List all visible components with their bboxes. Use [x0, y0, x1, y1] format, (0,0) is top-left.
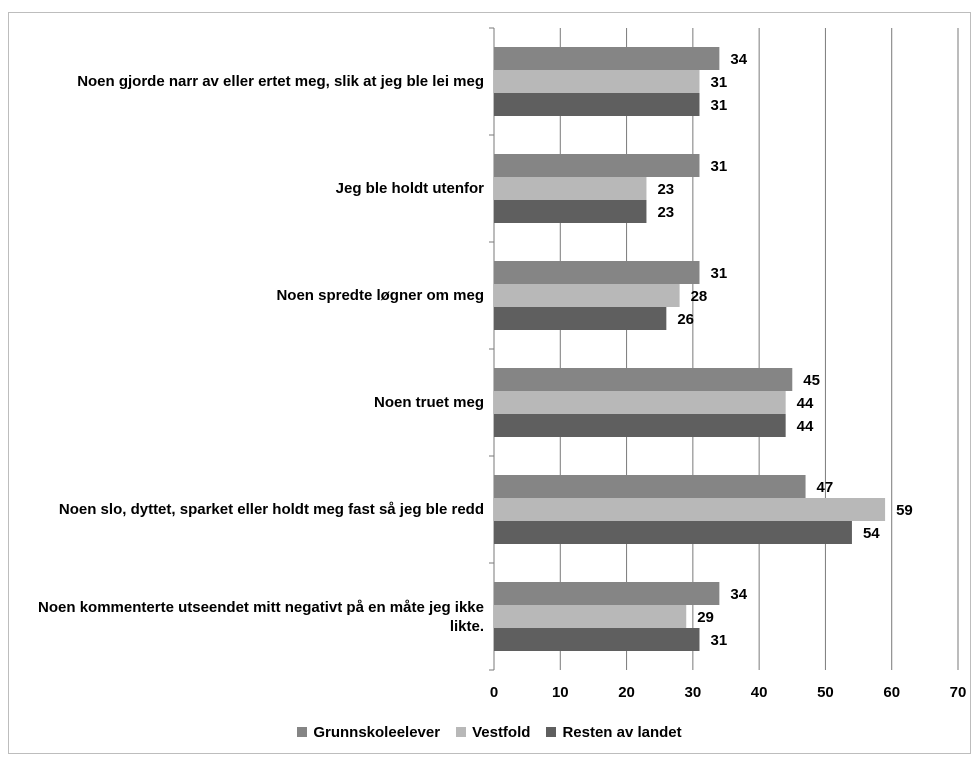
x-tick-label: 10 [552, 684, 569, 701]
data-label: 29 [697, 609, 714, 626]
legend-swatch [546, 727, 557, 737]
bar [494, 521, 852, 544]
chart-frame [8, 12, 971, 754]
data-label: 28 [691, 288, 708, 305]
bar [494, 307, 667, 330]
legend: Grunnskoleelever Vestfold Resten av landet [0, 724, 979, 741]
bar [494, 414, 786, 437]
x-tick-label: 20 [618, 684, 635, 701]
data-label: 47 [817, 479, 834, 496]
data-label: 31 [710, 632, 727, 649]
x-tick-label: 50 [817, 684, 834, 701]
category-label: Noen truet meg [373, 394, 484, 411]
x-tick-label: 40 [751, 684, 768, 701]
x-tick-label: 60 [883, 684, 900, 701]
data-label: 44 [797, 395, 814, 412]
x-tick-label: 0 [490, 684, 498, 701]
bar [494, 368, 793, 391]
legend-swatch [456, 727, 467, 737]
data-label: 23 [657, 181, 674, 198]
legend-item: Vestfold [456, 724, 530, 741]
bar [494, 47, 720, 70]
bar [494, 70, 700, 93]
legend-item: Resten av landet [546, 724, 682, 741]
category-label: Noen spredte løgner om meg [276, 287, 484, 304]
data-label: 45 [803, 372, 820, 389]
x-tick-label: 30 [685, 684, 702, 701]
bar [494, 582, 720, 605]
bar [494, 475, 806, 498]
legend-label: Vestfold [472, 724, 531, 741]
bar [494, 605, 687, 628]
data-label: 31 [710, 97, 727, 114]
data-label: 31 [710, 158, 727, 175]
data-label: 54 [863, 525, 880, 542]
data-label: 31 [710, 265, 727, 282]
bar [494, 261, 700, 284]
data-label: 26 [677, 311, 694, 328]
data-label: 44 [797, 418, 814, 435]
bar [494, 628, 700, 651]
bar [494, 391, 786, 414]
bar [494, 154, 700, 177]
data-label: 34 [730, 586, 747, 603]
bar [494, 200, 647, 223]
bar [494, 177, 647, 200]
category-label: Noen slo, dyttet, sparket eller holdt me… [58, 501, 484, 518]
category-label: Noen gjorde narr av eller ertet meg, sli… [77, 73, 484, 90]
bar [494, 93, 700, 116]
data-label: 34 [730, 51, 747, 68]
data-label: 59 [896, 502, 913, 519]
legend-label: Grunnskoleelever [313, 724, 441, 741]
data-label: 31 [710, 74, 727, 91]
legend-item: Grunnskoleelever [297, 724, 440, 741]
legend-swatch [297, 727, 308, 737]
legend-label: Resten av landet [562, 724, 682, 741]
bar [494, 284, 680, 307]
category-label: Jeg ble holdt utenfor [335, 180, 484, 197]
x-tick-label: 70 [950, 684, 967, 701]
category-label: Noen kommenterte utseendet mitt negativt… [38, 598, 484, 635]
bar [494, 498, 886, 521]
data-label: 23 [657, 204, 674, 221]
